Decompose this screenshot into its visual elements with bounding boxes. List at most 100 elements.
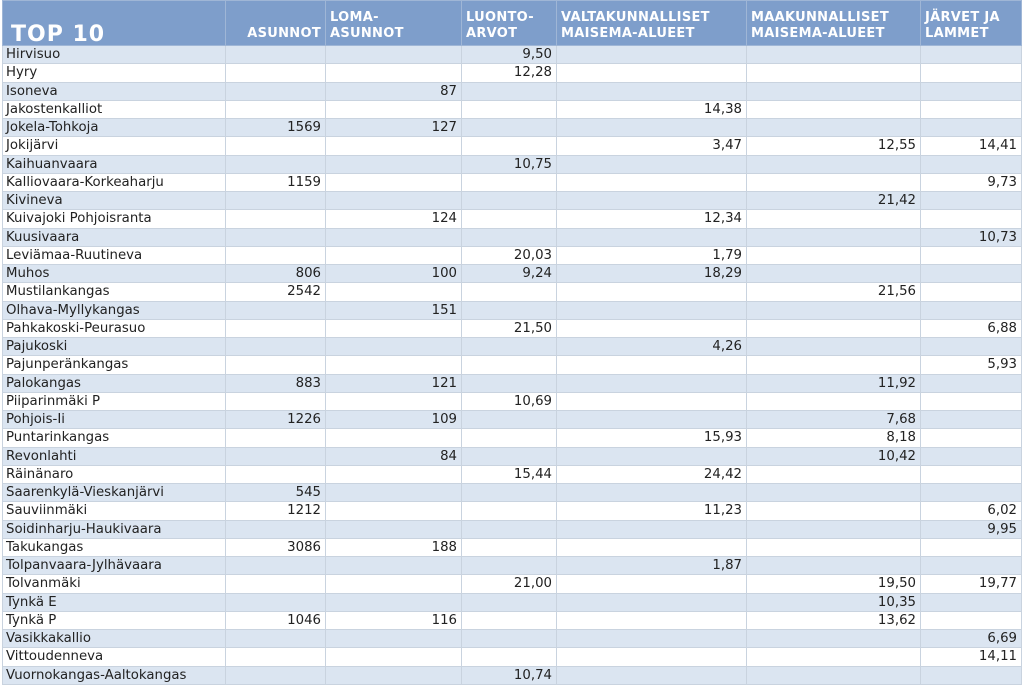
table-row: Piiparinmäki P 10,69 xyxy=(2,391,1022,412)
value-cell xyxy=(556,391,747,412)
value-cell: 2542 xyxy=(225,282,326,302)
row-name-cell: Vuornokangas-Aaltokangas xyxy=(2,665,226,685)
value-cell xyxy=(920,99,1022,120)
value-cell xyxy=(746,355,921,375)
table-row: Tolvanmäki 21,00 19,50 19,77 xyxy=(2,574,1022,594)
value-cell xyxy=(556,282,747,302)
value-cell xyxy=(325,519,462,539)
value-cell: 116 xyxy=(325,610,462,631)
value-cell: 10,75 xyxy=(461,154,557,174)
value-cell xyxy=(461,136,557,156)
value-cell xyxy=(920,446,1022,466)
value-cell: 14,41 xyxy=(920,136,1022,156)
table-body: Hirvisuo 9,50 Hyry 12,28 Isoneva 87 Jakostenka… xyxy=(2,44,1022,685)
value-cell xyxy=(920,610,1022,631)
value-cell xyxy=(920,592,1022,612)
column-header-luontoarvot: LUONTO- ARVOT xyxy=(461,0,557,46)
value-cell xyxy=(461,300,557,320)
value-cell xyxy=(746,318,921,339)
row-name-cell: Puntarinkangas xyxy=(2,428,226,448)
value-cell xyxy=(746,81,921,101)
table-row: Vuornokangas-Aaltokangas 10,74 xyxy=(2,665,1022,685)
row-name-cell: Isoneva xyxy=(2,81,226,101)
value-cell xyxy=(746,537,921,558)
table-row: Pahkakoski-Peurasuo 21,50 6,88 xyxy=(2,318,1022,339)
row-name-cell: Sauviinmäki xyxy=(2,501,226,521)
row-name-cell: Pahkakoski-Peurasuo xyxy=(2,318,226,339)
table-row: Tynkä E 10,35 xyxy=(2,592,1022,612)
value-cell: 1,87 xyxy=(556,555,747,576)
value-cell xyxy=(225,592,326,612)
value-cell: 9,24 xyxy=(461,263,557,284)
value-cell xyxy=(225,446,326,466)
value-cell xyxy=(325,63,462,83)
value-cell xyxy=(556,446,747,466)
row-name-cell: Tynkä E xyxy=(2,592,226,612)
row-name-cell: Tynkä P xyxy=(2,610,226,631)
value-cell: 1159 xyxy=(225,172,326,193)
row-name-cell: Jokijärvi xyxy=(2,136,226,156)
row-name-cell: Palokangas xyxy=(2,373,226,393)
value-cell: 5,93 xyxy=(920,355,1022,375)
value-cell xyxy=(556,610,747,631)
value-cell xyxy=(461,172,557,193)
value-cell: 10,74 xyxy=(461,665,557,685)
value-cell xyxy=(920,537,1022,558)
table-row: Mustilankangas 2542 21,56 xyxy=(2,282,1022,302)
value-cell xyxy=(746,300,921,320)
value-cell: 3,47 xyxy=(556,136,747,156)
value-cell xyxy=(556,63,747,83)
table-row: Hyry 12,28 xyxy=(2,63,1022,83)
value-cell xyxy=(746,209,921,229)
row-name-cell: Tolpanvaara-Jylhävaara xyxy=(2,555,226,576)
value-cell xyxy=(461,610,557,631)
value-cell xyxy=(225,519,326,539)
value-cell xyxy=(920,373,1022,393)
value-cell: 188 xyxy=(325,537,462,558)
row-name-cell: Vasikkakallio xyxy=(2,628,226,649)
value-cell xyxy=(225,355,326,375)
column-header-maakunnalliset: MAAKUNNALLISET MAISEMA-ALUEET xyxy=(746,0,921,46)
value-cell: 10,42 xyxy=(746,446,921,466)
value-cell: 12,28 xyxy=(461,63,557,83)
value-cell xyxy=(225,190,326,211)
value-cell: 1046 xyxy=(225,610,326,631)
value-cell xyxy=(920,190,1022,211)
value-cell: 21,50 xyxy=(461,318,557,339)
value-cell: 9,73 xyxy=(920,172,1022,193)
value-cell xyxy=(556,172,747,193)
value-cell: 883 xyxy=(225,373,326,393)
row-name-cell: Olhava-Myllykangas xyxy=(2,300,226,320)
table-row: Tolpanvaara-Jylhävaara 1,87 xyxy=(2,555,1022,576)
value-cell: 124 xyxy=(325,209,462,229)
value-cell xyxy=(920,665,1022,685)
value-cell xyxy=(461,482,557,503)
table-row: Muhos 806 100 9,24 18,29 xyxy=(2,263,1022,284)
value-cell xyxy=(325,428,462,448)
table-row: Vittoudenneva 14,11 xyxy=(2,647,1022,667)
value-cell xyxy=(920,336,1022,357)
value-cell xyxy=(325,227,462,247)
value-cell xyxy=(225,300,326,320)
table-row: Jakostenkalliot 14,38 xyxy=(2,99,1022,120)
value-cell xyxy=(461,209,557,229)
row-name-cell: Pajukoski xyxy=(2,336,226,357)
value-cell xyxy=(225,245,326,266)
value-cell: 87 xyxy=(325,81,462,101)
value-cell: 109 xyxy=(325,409,462,430)
table-row: Jokela-Tohkoja 1569 127 xyxy=(2,117,1022,138)
value-cell: 127 xyxy=(325,117,462,138)
value-cell xyxy=(556,44,747,65)
value-cell xyxy=(746,245,921,266)
value-cell xyxy=(746,665,921,685)
value-cell xyxy=(461,99,557,120)
value-cell xyxy=(920,428,1022,448)
value-cell xyxy=(746,464,921,485)
value-cell: 12,34 xyxy=(556,209,747,229)
table-row: Pajunperänkangas 5,93 xyxy=(2,355,1022,375)
row-name-cell: Piiparinmäki P xyxy=(2,391,226,412)
value-cell xyxy=(225,63,326,83)
header-row: TOP 10 ASUNNOT LOMA- ASUNNOT LUONTO- ARVOT… xyxy=(2,0,1022,46)
value-cell xyxy=(920,464,1022,485)
